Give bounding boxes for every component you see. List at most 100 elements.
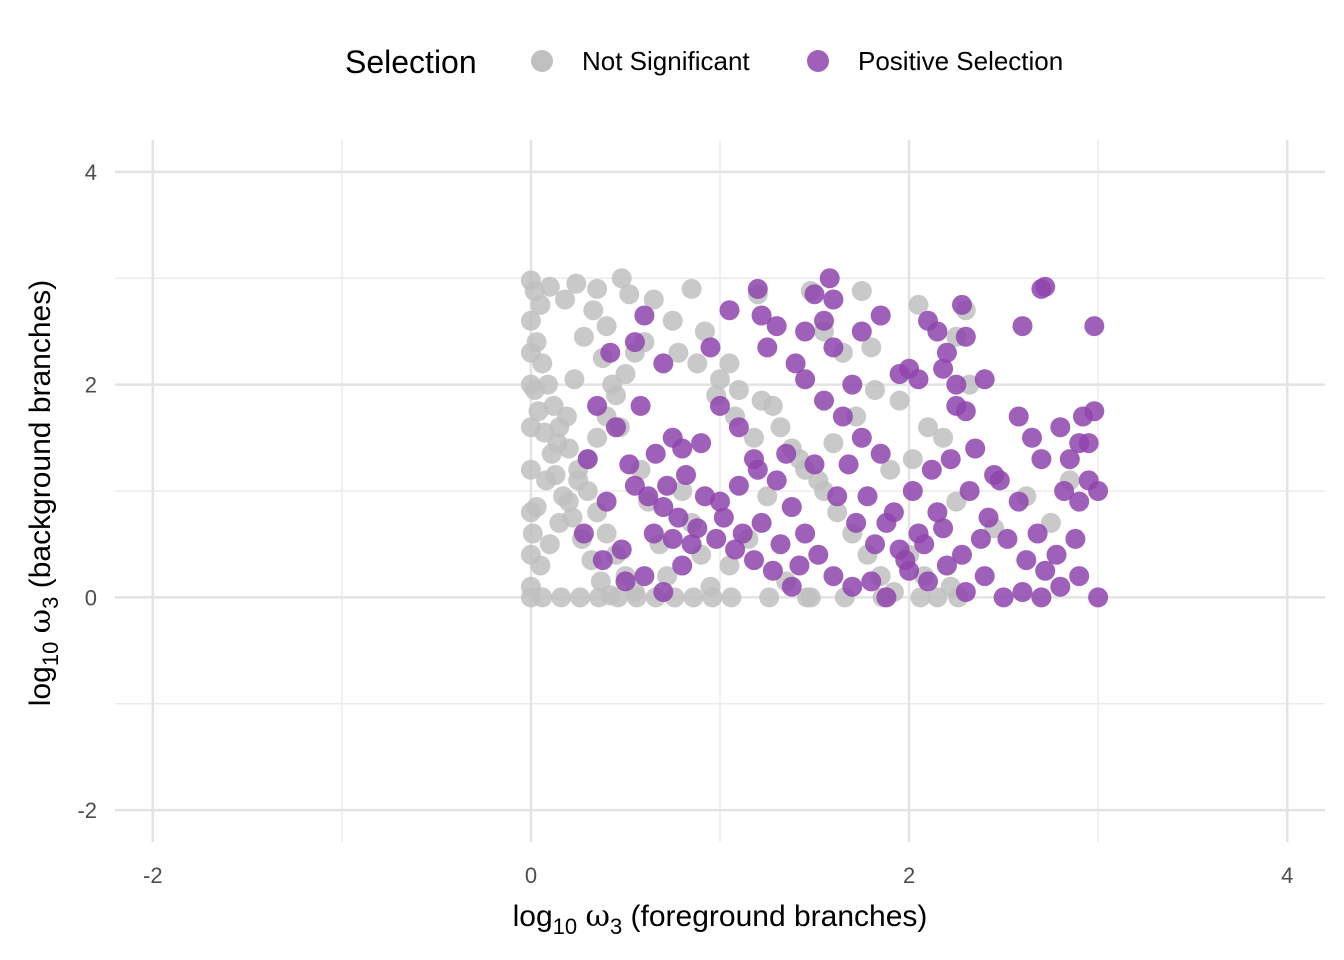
point-not-significant (681, 278, 702, 299)
point-positive-selection (1012, 316, 1033, 337)
point-positive-selection (832, 406, 853, 427)
point-not-significant (751, 390, 772, 411)
point-positive-selection (861, 571, 882, 592)
point-not-significant (880, 459, 901, 480)
point-positive-selection (997, 528, 1018, 549)
point-positive-selection (1084, 401, 1105, 422)
point-not-significant (619, 284, 640, 305)
point-positive-selection (1027, 523, 1048, 544)
legend-label-not-significant: Not Significant (582, 46, 750, 76)
point-positive-selection (974, 566, 995, 587)
point-positive-selection (1050, 576, 1071, 597)
point-positive-selection (838, 454, 859, 475)
point-not-significant (657, 566, 678, 587)
point-positive-selection (823, 566, 844, 587)
point-positive-selection (653, 582, 674, 602)
point-positive-selection (1016, 550, 1037, 571)
point-not-significant (596, 523, 617, 544)
point-not-significant (861, 337, 882, 358)
point-positive-selection (668, 507, 689, 528)
point-not-significant (573, 326, 594, 347)
point-positive-selection (808, 544, 829, 565)
point-not-significant (520, 502, 541, 523)
point-not-significant (520, 459, 541, 480)
point-positive-selection (1008, 491, 1029, 512)
point-positive-selection (851, 427, 872, 448)
point-positive-selection (978, 507, 999, 528)
point-positive-selection (902, 481, 923, 501)
y-axis-title: log10 ω3 (background branches) (23, 280, 63, 706)
point-positive-selection (672, 555, 693, 576)
point-not-significant (910, 587, 931, 608)
point-not-significant (759, 587, 780, 608)
point-positive-selection (1088, 587, 1109, 608)
point-positive-selection (781, 497, 802, 517)
point-not-significant (710, 369, 730, 390)
point-not-significant (570, 587, 591, 608)
point-not-significant (851, 281, 872, 301)
point-positive-selection (895, 550, 916, 571)
point-not-significant (827, 502, 848, 523)
point-positive-selection (921, 459, 942, 480)
point-positive-selection (908, 369, 929, 390)
point-positive-selection (823, 337, 844, 358)
point-positive-selection (819, 268, 840, 289)
point-positive-selection (804, 284, 825, 305)
point-positive-selection (927, 502, 948, 523)
point-positive-selection (611, 539, 632, 560)
point-positive-selection (681, 534, 702, 555)
series-positive-selection (573, 268, 1109, 608)
point-positive-selection (933, 358, 954, 379)
point-positive-selection (653, 497, 674, 517)
point-positive-selection (700, 337, 721, 358)
point-positive-selection (842, 374, 863, 395)
point-positive-selection (619, 454, 640, 475)
point-positive-selection (624, 475, 645, 496)
point-positive-selection (876, 512, 897, 533)
point-positive-selection (795, 369, 816, 390)
point-positive-selection (1050, 417, 1071, 438)
point-positive-selection (965, 438, 986, 459)
point-positive-selection (766, 316, 787, 337)
point-positive-selection (1031, 587, 1052, 608)
point-positive-selection (1035, 276, 1056, 297)
point-not-significant (702, 587, 723, 608)
point-not-significant (865, 380, 885, 400)
point-positive-selection (643, 523, 664, 544)
point-positive-selection (1069, 491, 1090, 512)
x-axis-ticks: -2 0 2 4 (143, 863, 1293, 888)
point-not-significant (668, 342, 689, 363)
x-tick-label: 2 (903, 863, 915, 888)
point-not-significant (626, 587, 647, 608)
point-positive-selection (927, 321, 948, 342)
point-not-significant (520, 310, 541, 331)
point-positive-selection (606, 417, 626, 438)
point-not-significant (744, 427, 764, 448)
point-not-significant (728, 380, 749, 400)
point-not-significant (721, 587, 742, 608)
point-positive-selection (936, 342, 957, 363)
point-positive-selection (645, 443, 666, 464)
point-positive-selection (744, 550, 764, 571)
point-positive-selection (851, 321, 872, 342)
point-not-significant (946, 491, 967, 512)
point-not-significant (539, 276, 560, 297)
point-not-significant (596, 316, 617, 337)
point-not-significant (757, 486, 778, 507)
point-positive-selection (814, 310, 834, 331)
point-positive-selection (757, 337, 778, 358)
point-positive-selection (857, 486, 878, 507)
legend-label-positive-selection: Positive Selection (858, 46, 1063, 76)
point-positive-selection (823, 289, 844, 310)
point-positive-selection (596, 491, 617, 512)
point-positive-selection (1031, 449, 1052, 470)
point-positive-selection (710, 491, 730, 512)
point-positive-selection (846, 512, 867, 533)
point-not-significant (662, 310, 683, 331)
point-positive-selection (804, 454, 825, 475)
point-not-significant (555, 289, 575, 310)
point-positive-selection (1088, 481, 1109, 501)
point-not-significant (568, 470, 589, 491)
point-positive-selection (662, 528, 683, 549)
